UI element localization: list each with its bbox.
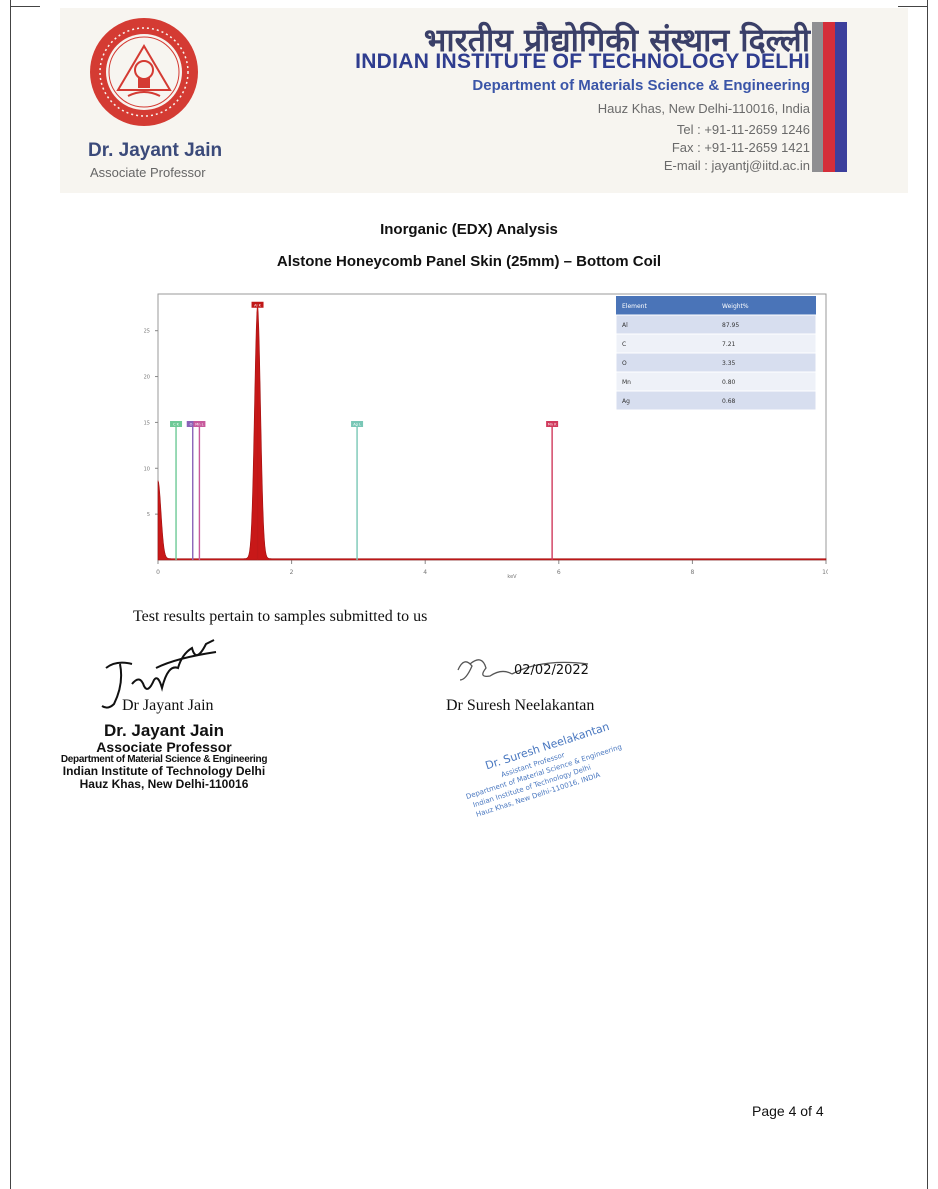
peak-marker-tag <box>546 421 559 427</box>
letterhead <box>60 8 908 193</box>
peak-marker-tag <box>193 421 206 427</box>
y-tick-label: 20 <box>144 375 150 381</box>
y-tick-label: 15 <box>144 420 150 426</box>
y-tick-label: 5 <box>147 512 150 518</box>
letterhead-person-title: Associate Professor <box>90 165 206 180</box>
suresh-neelakantan-signature <box>457 659 589 681</box>
x-tick-label: 8 <box>690 569 694 576</box>
x-tick-label: 10 <box>822 569 828 576</box>
peak-label: Ag L <box>353 423 361 427</box>
right-signatory-name: Dr Suresh Neelakantan <box>446 697 595 714</box>
peak-label: Mn L <box>195 423 203 427</box>
x-tick-label: 4 <box>423 569 427 576</box>
signature-date: 02/02/2022 <box>514 663 589 678</box>
peak-label: Al K <box>254 303 261 307</box>
table-column-header: Weight% <box>722 303 749 310</box>
stamp-institute: Indian Institute of Technology Delhi <box>62 764 266 779</box>
x-tick-label: 2 <box>290 569 294 576</box>
right-signatory-stamp: Dr. Suresh Neelakantan Assistant Profess… <box>465 720 623 819</box>
email: E-mail : jayantj@iitd.ac.in <box>663 158 810 173</box>
department-name: Department of Materials Science & Engine… <box>472 77 810 94</box>
report-title: Inorganic (EDX) Analysis <box>380 221 558 238</box>
table-cell: 3.35 <box>722 360 736 367</box>
table-cell: Al <box>622 322 628 329</box>
report-subtitle: Alstone Honeycomb Panel Skin (25mm) – Bo… <box>276 253 662 270</box>
jayant-jain-signature <box>101 639 217 709</box>
page-border-right <box>927 0 928 1189</box>
table-row <box>615 390 817 411</box>
table-cell: C <box>622 341 626 348</box>
edx-spectrum-chart: 0 2 4 6 8 10 keV 5 10 15 20 25 C K O K Mn L Al K Ag L Mn… <box>120 288 828 580</box>
peak-label: Mn K <box>548 423 557 427</box>
table-cell: O <box>622 360 627 367</box>
stamp-department: Department of Material Science & Enginee… <box>60 753 268 765</box>
peak-marker-tag <box>351 421 364 427</box>
peak-label: C K <box>173 423 180 427</box>
peak-marker-tag <box>186 421 199 427</box>
y-tick-label: 25 <box>144 329 150 335</box>
peak-marker-tag <box>170 421 183 427</box>
letterhead-blue-bar <box>835 22 847 172</box>
table-header <box>616 296 816 315</box>
page-number: Page 4 of 4 <box>752 1103 824 1119</box>
stamp-address: Hauz Khas, New Delhi-110016 <box>79 776 249 791</box>
telephone: Tel : +91-11-2659 1246 <box>676 122 810 137</box>
institute-address: Hauz Khas, New Delhi-110016, India <box>597 101 810 116</box>
iit-delhi-logo <box>90 18 198 126</box>
x-axis-label: keV <box>507 574 517 580</box>
institute-name-hindi: भारतीय प्रौद्योगिकी संस्थान दिल्ली <box>423 21 810 59</box>
stamp-role: Associate Professor <box>96 738 232 755</box>
left-signatory-stamp: Dr. Jayant Jain Associate Professor Depa… <box>48 722 280 790</box>
peak-label: O K <box>190 423 197 427</box>
institute-name: INDIAN INSTITUTE OF TECHNOLOGY DELHI <box>355 50 810 73</box>
fax: Fax : +91-11-2659 1421 <box>671 140 810 155</box>
table-row <box>615 371 817 392</box>
table-row <box>615 352 817 373</box>
table-cell: 7.21 <box>722 341 736 348</box>
x-tick-label: 6 <box>557 569 561 576</box>
table-cell: 0.80 <box>722 379 736 386</box>
x-tick-label: 0 <box>156 569 160 576</box>
table-cell: Ag <box>622 398 630 405</box>
page-border-left <box>10 0 11 1189</box>
table-cell: 0.68 <box>722 398 736 405</box>
page-border-top-right <box>898 6 928 7</box>
page-border-top-left <box>10 6 40 7</box>
letterhead-grey-bar <box>812 22 823 172</box>
stamp-name: Dr. Jayant Jain <box>103 721 224 740</box>
table-column-header: Element <box>622 303 647 310</box>
y-tick-label: 10 <box>144 466 150 472</box>
spectrum-area <box>157 306 827 561</box>
letterhead-person-name: Dr. Jayant Jain <box>88 140 223 161</box>
table-cell: 87.95 <box>722 322 739 329</box>
disclaimer-note: Test results pertain to samples submitte… <box>133 608 428 625</box>
peak-marker-tag <box>251 301 264 308</box>
table-row <box>615 333 817 354</box>
left-signatory-name: Dr Jayant Jain <box>122 697 214 714</box>
table-row <box>615 314 817 335</box>
table-cell: Mn <box>622 379 631 386</box>
letterhead-red-bar <box>823 22 835 172</box>
